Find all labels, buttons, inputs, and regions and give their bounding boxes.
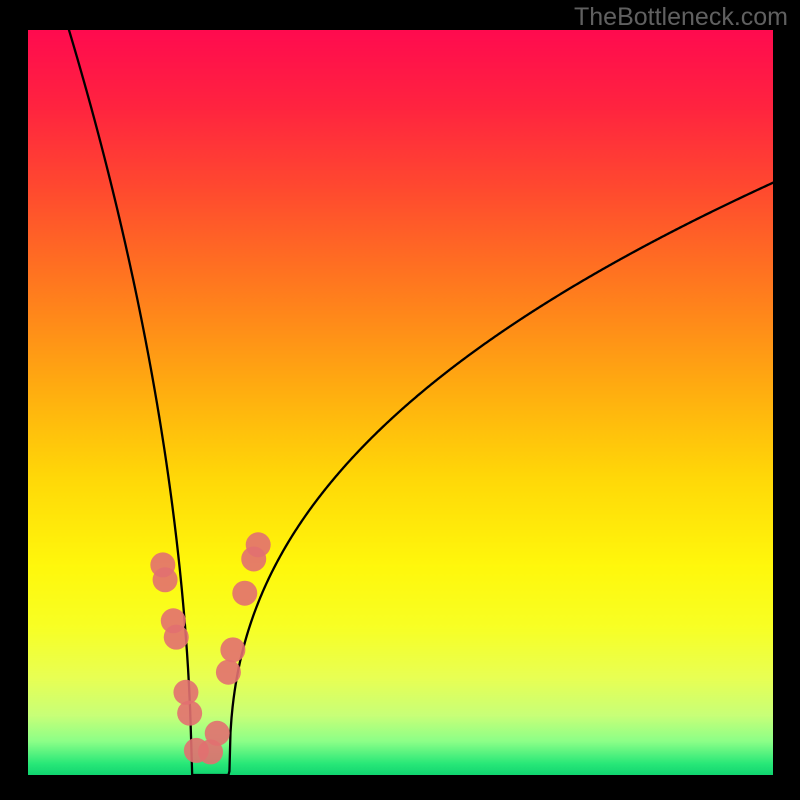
- data-marker: [220, 637, 245, 662]
- data-marker: [216, 660, 241, 685]
- data-marker: [164, 625, 189, 650]
- watermark-text: TheBottleneck.com: [574, 3, 788, 32]
- data-marker: [177, 701, 202, 726]
- bottleneck-curve: [28, 30, 773, 775]
- data-marker: [246, 532, 271, 557]
- data-marker: [232, 581, 257, 606]
- data-marker: [205, 721, 230, 746]
- data-marker: [153, 567, 178, 592]
- data-marker: [173, 680, 198, 705]
- curve-path: [69, 30, 773, 775]
- plot-area: [28, 30, 773, 775]
